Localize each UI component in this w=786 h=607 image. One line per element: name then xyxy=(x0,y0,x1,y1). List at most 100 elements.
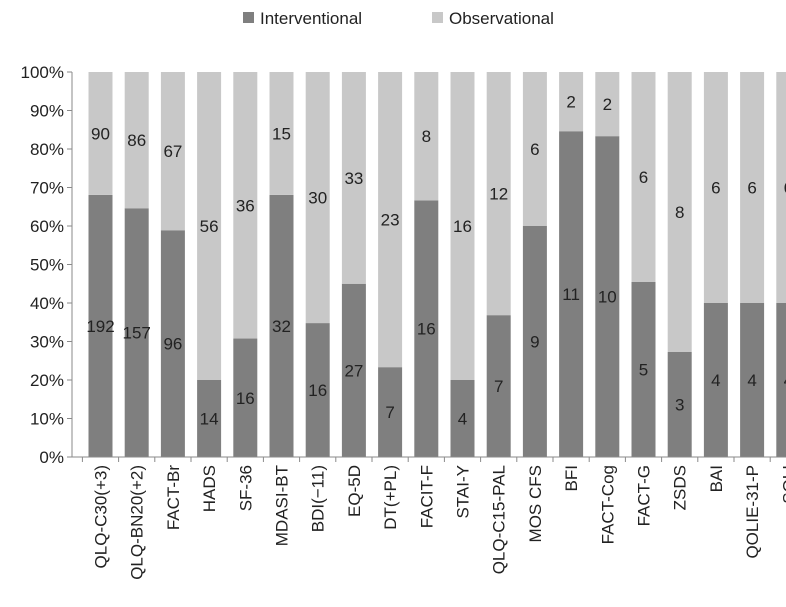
y-tick-label: 100% xyxy=(21,63,64,82)
x-tick-label: BDI(−11) xyxy=(309,465,328,532)
data-label-observational: 8 xyxy=(422,127,431,146)
data-label-interventional: 5 xyxy=(639,361,648,380)
data-label-interventional: 11 xyxy=(562,285,580,304)
data-label-interventional: 4 xyxy=(711,371,720,390)
bar-interventional xyxy=(740,303,765,457)
bar-interventional xyxy=(378,367,403,457)
x-tick-label: SQLI xyxy=(779,465,786,504)
bar-interventional xyxy=(269,194,294,457)
y-tick-label: 90% xyxy=(30,102,64,121)
bar-interventional xyxy=(305,323,330,457)
data-label-observational: 12 xyxy=(489,185,508,204)
x-tick-label: FACIT-F xyxy=(417,465,436,528)
bar-interventional xyxy=(197,380,222,457)
bar-observational xyxy=(160,72,185,231)
data-label-observational: 8 xyxy=(675,203,684,222)
data-label-interventional: 9 xyxy=(530,333,539,352)
data-label-observational: 6 xyxy=(784,179,786,198)
data-label-observational: 30 xyxy=(308,189,327,208)
y-tick-label: 0% xyxy=(39,448,64,467)
data-label-interventional: 16 xyxy=(236,389,255,408)
x-tick-label: FACT-Cog xyxy=(598,465,617,544)
data-label-observational: 86 xyxy=(127,131,146,150)
data-labels: 1929015786966714561636321516302733723168… xyxy=(86,93,786,429)
x-tick-label: QLQ-C15-PAL xyxy=(490,465,509,574)
x-tick-label: MDASI-BT xyxy=(273,465,292,546)
bar-observational xyxy=(378,72,403,368)
data-label-interventional: 7 xyxy=(494,377,503,396)
data-label-interventional: 96 xyxy=(163,335,182,354)
bar-interventional xyxy=(486,315,511,457)
data-label-interventional: 27 xyxy=(344,361,363,380)
y-tick-label: 30% xyxy=(30,333,64,352)
data-label-interventional: 3 xyxy=(675,396,684,415)
data-label-observational: 16 xyxy=(453,217,472,236)
data-label-interventional: 192 xyxy=(86,317,114,336)
data-label-observational: 6 xyxy=(747,179,756,198)
x-axis: QLQ-C30(+3) QLQ-BN20(+2) FACT-Br HADS SF-36 M… xyxy=(72,456,786,580)
y-axis: 0% 10% 20% 30% 40% 50% 60% 70% 80% 90% 100% xyxy=(21,63,73,467)
bar-observational xyxy=(740,72,765,303)
bar-observational xyxy=(269,72,294,195)
bar-observational xyxy=(124,72,149,209)
x-tick-label: FACT-Br xyxy=(164,465,183,531)
legend-label-interventional: Interventional xyxy=(260,9,362,28)
x-tick-label: MOS CFS xyxy=(526,465,545,542)
bar-observational xyxy=(776,72,786,303)
bar-interventional xyxy=(414,200,439,458)
data-label-observational: 6 xyxy=(711,179,720,198)
data-label-observational: 6 xyxy=(639,168,648,187)
bars xyxy=(88,72,786,458)
data-label-observational: 67 xyxy=(163,142,182,161)
bar-interventional xyxy=(595,136,620,457)
bar-interventional xyxy=(124,208,149,457)
bar-interventional xyxy=(776,303,786,457)
x-tick-label: FACT-G xyxy=(635,465,654,526)
bar-observational xyxy=(305,72,330,324)
bar-interventional xyxy=(703,303,728,457)
bar-observational xyxy=(522,72,547,226)
data-label-observational: 36 xyxy=(236,196,255,215)
x-tick-label: HADS xyxy=(200,465,219,512)
legend-label-observational: Observational xyxy=(449,9,554,28)
data-label-observational: 15 xyxy=(272,124,291,143)
data-label-interventional: 4 xyxy=(747,371,756,390)
x-tick-label: STAI-Y xyxy=(454,465,473,519)
data-label-interventional: 4 xyxy=(458,410,467,429)
bar-interventional xyxy=(88,194,113,457)
bar-interventional xyxy=(631,282,656,457)
data-label-observational: 33 xyxy=(344,169,363,188)
y-tick-label: 40% xyxy=(30,294,64,313)
data-label-observational: 6 xyxy=(530,140,539,159)
bar-observational xyxy=(341,72,366,284)
bar-observational xyxy=(414,72,439,201)
data-label-observational: 23 xyxy=(381,211,400,230)
data-label-interventional: 10 xyxy=(598,288,617,307)
legend-swatch-interventional xyxy=(243,12,254,23)
x-tick-label: QLQ-C30(+3) xyxy=(92,465,111,568)
data-label-interventional: 4 xyxy=(784,371,786,390)
bar-interventional xyxy=(667,352,692,457)
data-label-observational: 56 xyxy=(200,217,219,236)
bar-interventional xyxy=(559,131,584,457)
bar-interventional xyxy=(233,338,258,457)
legend: Interventional Observational xyxy=(243,9,554,28)
bar-interventional xyxy=(160,230,185,457)
bar-interventional xyxy=(450,380,475,457)
x-tick-label: QLQ-BN20(+2) xyxy=(128,465,147,580)
bar-observational xyxy=(595,72,620,137)
x-tick-label: QOLIE-31-P xyxy=(743,465,762,559)
x-tick-label: BFI xyxy=(562,465,581,491)
y-tick-label: 20% xyxy=(30,371,64,390)
x-tick-label: DT(+PL) xyxy=(381,465,400,530)
bar-observational xyxy=(88,72,113,195)
x-tick-label: EQ-5D xyxy=(345,465,364,517)
bar-interventional xyxy=(522,226,547,457)
bar-observational xyxy=(667,72,692,352)
data-label-interventional: 16 xyxy=(417,320,436,339)
x-tick-label: ZSDS xyxy=(671,465,690,510)
bar-observational xyxy=(450,72,475,380)
y-tick-label: 70% xyxy=(30,179,64,198)
legend-swatch-observational xyxy=(432,12,443,23)
